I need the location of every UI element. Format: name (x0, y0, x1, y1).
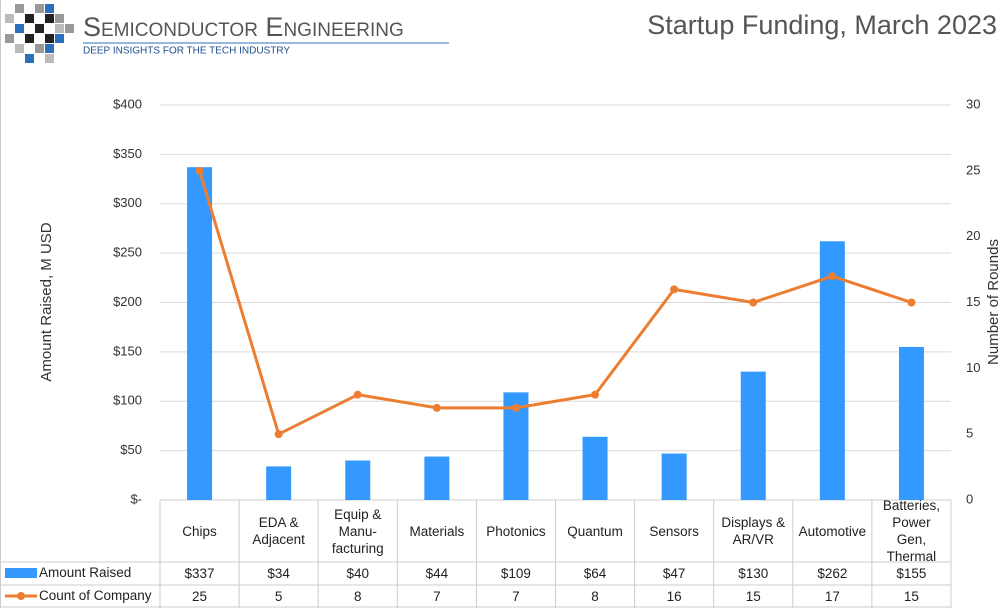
y-tick-label: $100 (113, 393, 142, 408)
category-label: Sensors (649, 523, 699, 539)
table-value: 16 (666, 589, 682, 604)
table-value: 8 (591, 589, 599, 604)
bar (661, 453, 687, 500)
bar (582, 436, 608, 500)
line-marker (907, 298, 916, 307)
y-tick-label: $50 (120, 442, 142, 457)
logo-name: Semiconductor Engineering (83, 12, 404, 42)
logo-mark (5, 4, 74, 63)
table-value: 7 (433, 589, 441, 604)
y-axis-label: Amount Raised, M USD (38, 222, 55, 381)
y-tick-label: $- (130, 491, 142, 506)
category-label: Equip & Manu-facturing (331, 506, 384, 556)
y2-tick-label: 10 (966, 360, 980, 375)
y-tick-label: $150 (113, 343, 142, 358)
y-tick-label: $400 (113, 96, 142, 111)
bar (740, 371, 766, 500)
table-value: $34 (267, 566, 290, 581)
table-value: $109 (500, 566, 531, 581)
y2-tick-label: 15 (966, 294, 980, 309)
table-value: $130 (738, 566, 769, 581)
y-tick-label: $200 (113, 294, 142, 309)
category-label: Photonics (486, 523, 546, 539)
bar (424, 456, 450, 500)
table-value: 25 (192, 589, 208, 604)
table-value: 7 (512, 589, 520, 604)
table-value: 8 (353, 589, 362, 604)
category-label: Chips (182, 523, 217, 539)
category-label: Displays & AR/VR (721, 515, 786, 547)
legend-key (5, 568, 37, 578)
table-value: $155 (896, 566, 927, 581)
bar (266, 466, 292, 500)
y-tick-label: $350 (113, 146, 142, 161)
line-marker (353, 390, 362, 399)
line-marker (591, 390, 600, 399)
category-label: EDA & Adjacent (252, 515, 305, 547)
line-marker (195, 166, 204, 175)
line (198, 170, 912, 437)
legend-label: Count of Company (39, 588, 152, 603)
line-marker (670, 285, 679, 294)
bar (819, 241, 845, 500)
y-tick-label: $250 (113, 245, 142, 260)
logo-tagline: DEEP INSIGHTS FOR THE TECH INDUSTRY (83, 46, 290, 57)
line-marker (511, 403, 520, 412)
table-value: 17 (824, 589, 840, 604)
y2-tick-label: 0 (966, 491, 973, 506)
table-value: $40 (346, 566, 369, 581)
line-marker (749, 298, 758, 307)
y2-tick-label: 5 (966, 426, 973, 441)
line-marker (432, 403, 441, 412)
bar (898, 346, 924, 500)
category-label: Materials (409, 523, 465, 539)
table-value: $44 (425, 566, 449, 581)
line-marker (274, 430, 283, 439)
category-label: Batteries, Power Gen, Thermal (882, 498, 940, 564)
table-value: $64 (583, 566, 607, 581)
y2-tick-label: 20 (966, 228, 980, 243)
category-label: Quantum (567, 523, 623, 539)
table-value: 15 (745, 589, 761, 604)
y2-axis-label: Number of Rounds (985, 239, 1000, 365)
table-value: 5 (274, 589, 283, 604)
table-value: $337 (184, 566, 215, 581)
y2-tick-label: 25 (966, 162, 980, 177)
chart-title: Startup Funding, March 2023 (647, 10, 997, 40)
legend-label: Amount Raised (39, 565, 132, 580)
y-tick-label: $300 (113, 195, 142, 210)
table-value: $262 (817, 566, 848, 581)
bar (187, 167, 213, 500)
y2-tick-label: 30 (966, 96, 980, 111)
table-value: 15 (903, 589, 919, 604)
category-label: Automotive (798, 523, 867, 539)
bar (345, 460, 371, 500)
legend-key (17, 592, 25, 600)
line-marker (828, 272, 837, 281)
table-value: $47 (662, 566, 686, 581)
